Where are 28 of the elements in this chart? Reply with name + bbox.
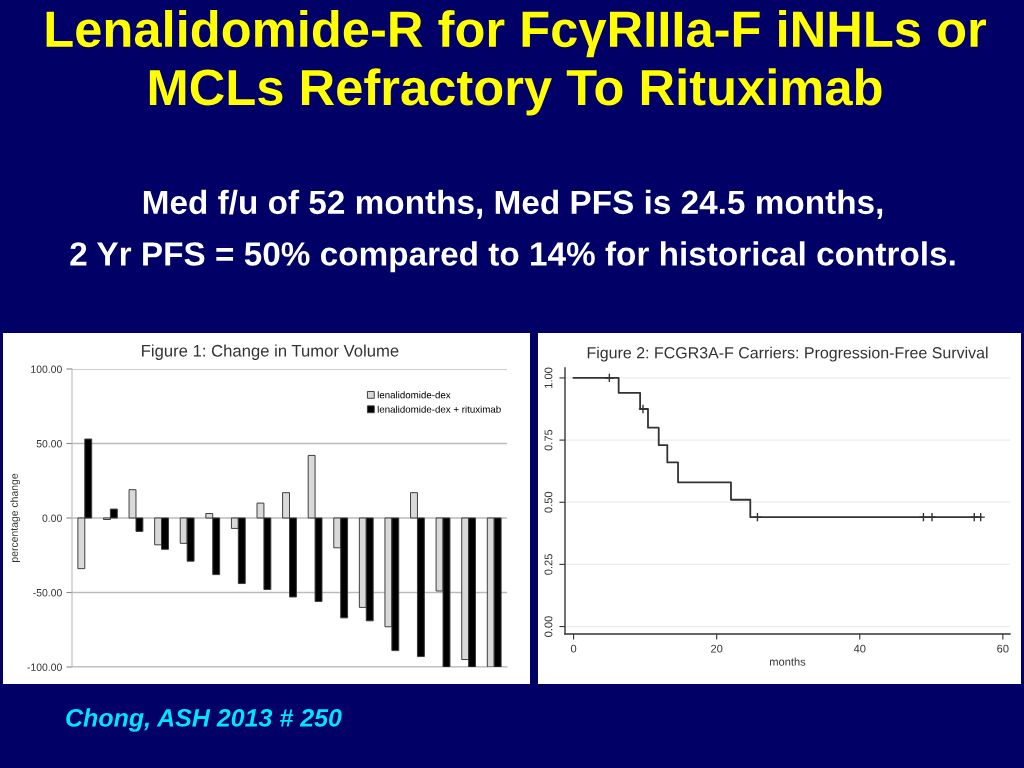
x-tick-label: 20: [711, 644, 723, 653]
text: Med f/u of 52 months, Med PFS is 24.5 months, 2 Yr PFS = 50% compared to 14% for historical controls.: [70, 189, 955, 273]
x-axis-title: months: [770, 657, 806, 666]
y-tick-label: -100.00: [27, 663, 62, 671]
legend-label: lenalidomide-dex: [377, 391, 451, 399]
y-tick-label: 0.00: [42, 514, 62, 522]
point: [975, 512, 986, 523]
point: [927, 512, 937, 523]
point: [604, 373, 615, 383]
x-tick-label: 60: [997, 644, 1009, 653]
x-tick-label: 0: [570, 644, 577, 653]
y-tick-label: -50.00: [33, 589, 62, 597]
chart-title: Figure 1: Change in Tumor Volume: [142, 344, 399, 360]
y-tick-label: 100.00: [31, 365, 62, 373]
y-tick-label: 0.25: [544, 554, 553, 575]
point: [918, 512, 929, 523]
y-tick-label: 50.00: [36, 440, 62, 448]
y-tick-label: 0.50: [544, 491, 553, 513]
y-axis-title: percentage change: [10, 473, 21, 562]
chart-title: Figure 2: FCGR3A-F Carriers: Progression-Free Survival: [587, 346, 988, 362]
y-tick-label: 1.00: [544, 367, 553, 388]
text: Lenalidomide-R for FcγRIIIa-F iNHLs or MCLs Refractory To Rituximab: [46, 10, 987, 116]
y-tick-label: 0.75: [544, 429, 553, 451]
legend-label: lenalidomide-dex + rituximab: [377, 405, 501, 413]
y-tick-label: 0.00: [544, 616, 553, 637]
point: [752, 512, 763, 523]
x-tick-label: 40: [853, 644, 866, 653]
text: Chong, ASH 2013 # 250: [66, 708, 342, 732]
